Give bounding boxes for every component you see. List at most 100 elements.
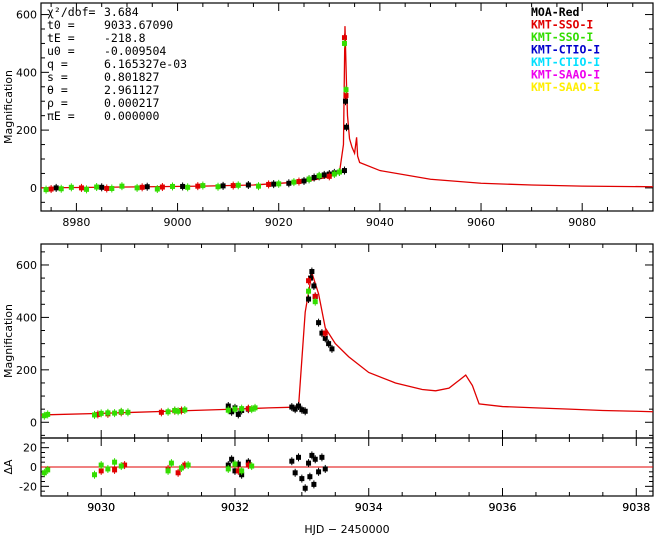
- data-point: [92, 412, 98, 418]
- overview-ylabel: Magnification: [2, 70, 15, 144]
- data-point: [311, 174, 317, 180]
- overview-frame: [40, 2, 654, 212]
- y-tick-label: 0: [30, 461, 37, 474]
- x-tick-label: 9034: [355, 501, 383, 514]
- data-point: [175, 408, 181, 414]
- data-point: [134, 185, 140, 191]
- data-point: [341, 35, 347, 41]
- data-point: [321, 172, 327, 178]
- data-point: [98, 462, 104, 468]
- data-point: [322, 335, 328, 341]
- data-point: [45, 411, 51, 417]
- data-point: [343, 92, 349, 98]
- data-point: [342, 98, 348, 104]
- param-label: u0 =: [47, 44, 75, 58]
- data-point: [118, 409, 124, 415]
- param-label: tE =: [47, 31, 75, 45]
- data-point: [53, 185, 59, 191]
- data-point: [43, 187, 49, 193]
- data-point: [185, 462, 191, 468]
- data-point: [286, 180, 292, 186]
- legend-entry: KMT-CTIO-I: [531, 43, 600, 57]
- data-point: [296, 179, 302, 185]
- data-point: [122, 462, 128, 468]
- data-point: [299, 407, 305, 413]
- data-point: [178, 407, 184, 413]
- data-point: [301, 178, 307, 184]
- data-point: [235, 461, 241, 467]
- data-point: [225, 403, 231, 409]
- data-point: [319, 454, 325, 460]
- data-point: [232, 406, 238, 412]
- data-point: [125, 409, 131, 415]
- x-tick-label: 9038: [622, 501, 650, 514]
- data-point: [249, 463, 255, 469]
- data-point: [311, 481, 317, 487]
- data-point: [302, 408, 308, 414]
- data-point: [308, 275, 314, 281]
- param-value: 0.801827: [104, 70, 159, 84]
- y-tick-label: 400: [16, 66, 37, 79]
- param-value: 6.165327e-03: [104, 57, 187, 71]
- x-tick-label: 9032: [221, 501, 249, 514]
- data-point: [276, 181, 282, 187]
- param-label: s =: [47, 70, 68, 84]
- data-point: [112, 410, 118, 416]
- data-point: [235, 468, 241, 474]
- y-tick-label: 200: [16, 364, 37, 377]
- data-point: [341, 168, 347, 174]
- data-point: [185, 184, 191, 190]
- residual-ticks: 9030 9032 9034 9036 9038 -20 0 20: [19, 437, 653, 514]
- data-point: [58, 186, 64, 192]
- data-point: [94, 184, 100, 190]
- x-tick-label: 9020: [265, 216, 293, 229]
- param-value: -218.8: [104, 31, 146, 45]
- data-point: [178, 465, 184, 471]
- data-point: [336, 169, 342, 175]
- data-point: [168, 460, 174, 466]
- data-point: [195, 183, 201, 189]
- x-tick-label: 9060: [467, 216, 495, 229]
- data-point: [343, 124, 349, 130]
- zoom-points: [41, 267, 335, 420]
- residual-points: [41, 451, 328, 493]
- data-point: [319, 330, 325, 336]
- zoom-model: [41, 272, 653, 416]
- legend-entry: KMT-SAAO-I: [531, 80, 600, 94]
- data-point: [180, 183, 186, 189]
- x-tick-label: 9034: [355, 501, 383, 514]
- data-point: [105, 410, 111, 416]
- data-point: [252, 405, 258, 411]
- data-point: [225, 407, 231, 413]
- y-tick-label: 600: [16, 9, 37, 22]
- data-point: [307, 474, 313, 480]
- data-point: [98, 410, 104, 416]
- data-point: [343, 87, 349, 93]
- data-point: [311, 283, 317, 289]
- data-point: [239, 468, 245, 474]
- data-point: [306, 288, 312, 294]
- data-point: [92, 472, 98, 478]
- data-point: [68, 184, 74, 190]
- data-point: [289, 458, 295, 464]
- data-point: [159, 184, 165, 190]
- parameters-block: χ²/dof= 3.684 t0 = 9033.67090 tE = -218.8 u0 =…: [47, 5, 187, 123]
- data-point: [249, 406, 255, 412]
- data-point: [245, 406, 251, 412]
- param-label: q =: [47, 57, 68, 71]
- data-point: [230, 183, 236, 189]
- residual-ylabel: ΔA: [2, 459, 15, 475]
- data-point: [170, 183, 176, 189]
- data-point: [306, 176, 312, 182]
- overview-points: [43, 33, 349, 194]
- data-point: [232, 461, 238, 467]
- data-point: [341, 40, 347, 46]
- data-point: [78, 185, 84, 191]
- data-point: [309, 452, 315, 458]
- data-point: [144, 184, 150, 190]
- data-point: [154, 186, 160, 192]
- data-point: [45, 467, 51, 473]
- data-point: [296, 403, 302, 409]
- data-point: [312, 293, 318, 299]
